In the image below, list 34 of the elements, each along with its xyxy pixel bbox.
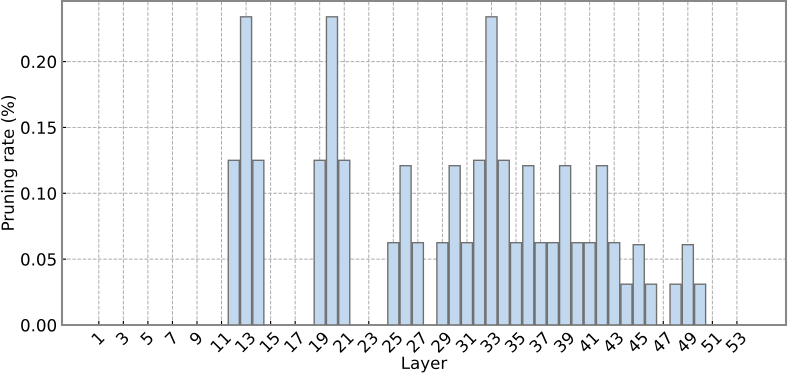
- y-tick-label: 0.20: [21, 56, 56, 68]
- x-tick-label: 13: [234, 331, 256, 353]
- y-tick-label: 0.10: [21, 187, 56, 200]
- y-tick-label: 0.05: [21, 253, 56, 266]
- x-tick-label: 31: [454, 331, 477, 354]
- x-tick-label: 29: [430, 330, 452, 354]
- x-tick-label: 47: [651, 331, 674, 354]
- y-axis-title: Pruning rate (%): [1, 96, 18, 230]
- x-tick-label: 27: [406, 331, 428, 353]
- x-tick-label: 11: [210, 331, 232, 353]
- x-tick-label: 53: [724, 331, 747, 354]
- x-tick-label: 9: [188, 330, 204, 346]
- x-tick-label: 21: [332, 331, 354, 353]
- x-tick-label: 41: [577, 331, 600, 354]
- x-tick-label: 7: [164, 331, 178, 346]
- x-tick-label: 37: [528, 331, 550, 354]
- x-axis-title: Layer: [402, 356, 448, 372]
- x-tick-label: 35: [504, 331, 526, 354]
- x-tick-label: 3: [115, 331, 130, 346]
- x-tick-label: 33: [479, 331, 502, 354]
- x-tick-label: 17: [284, 331, 305, 353]
- x-tick-label: 49: [675, 330, 698, 354]
- x-tick-label: 43: [602, 331, 624, 354]
- y-tick-label: 0.00: [21, 318, 56, 332]
- x-tick-label: 45: [626, 331, 649, 354]
- x-tick-label: 15: [259, 331, 280, 353]
- x-tick-label: 23: [356, 331, 379, 354]
- x-tick-label: 19: [308, 330, 330, 353]
- y-tick-label: 0.15: [21, 121, 56, 134]
- x-tick-label: 39: [553, 330, 576, 354]
- x-tick-label: 1: [91, 331, 105, 346]
- x-tick-label: 5: [140, 331, 154, 346]
- x-tick-label: 51: [700, 331, 722, 354]
- x-tick-label: 25: [381, 331, 404, 354]
